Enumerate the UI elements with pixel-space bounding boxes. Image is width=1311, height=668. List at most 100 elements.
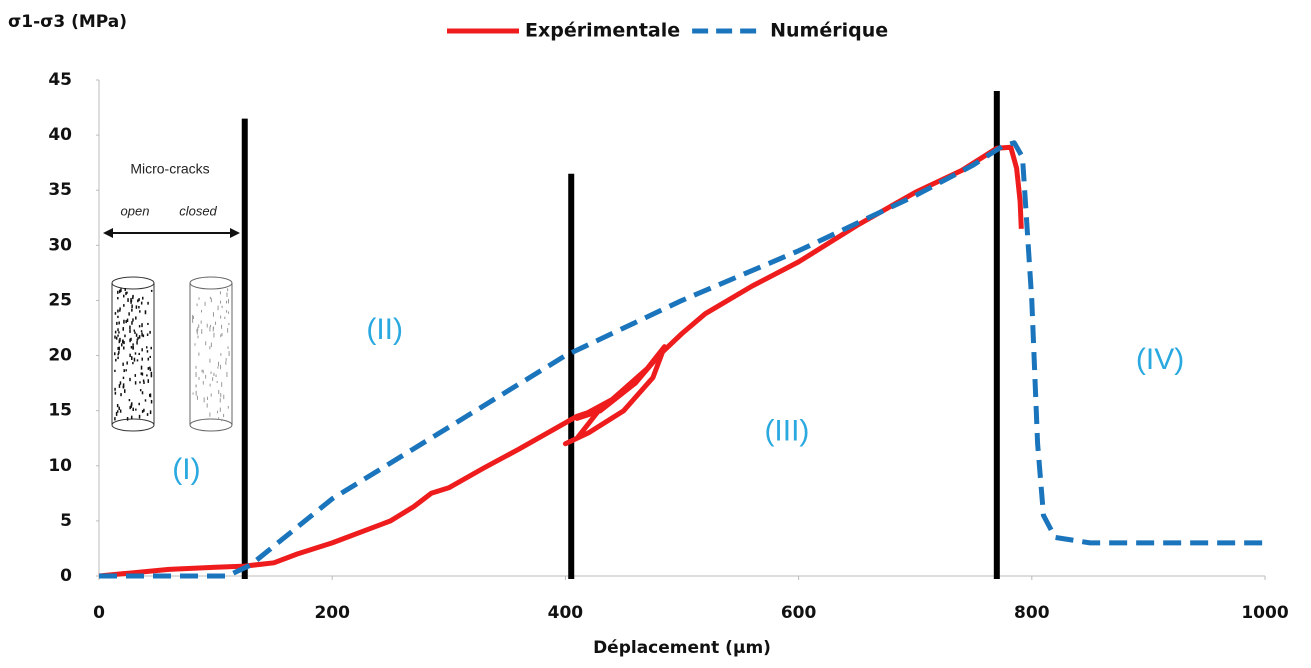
crack-dot (117, 356, 119, 360)
crack-dot (219, 291, 221, 295)
region-label: (II) (366, 313, 403, 346)
crack-dot (129, 338, 131, 343)
crack-dot (119, 337, 121, 342)
crack-dot (119, 381, 122, 385)
crack-dot (131, 356, 133, 360)
crack-dot (123, 369, 125, 373)
crack-dot (141, 391, 144, 395)
crack-dot (116, 321, 118, 325)
crack-dot (139, 381, 141, 384)
crack-dot (195, 390, 197, 396)
crack-dot (117, 334, 119, 337)
crack-dot (192, 316, 194, 319)
crack-dot (124, 334, 126, 338)
crack-dot (224, 316, 226, 320)
y-tick-label: 45 (48, 70, 72, 90)
y-tick-label: 0 (60, 566, 72, 586)
crack-dot (223, 413, 225, 418)
crack-dot (137, 336, 139, 340)
crack-dot (131, 308, 133, 312)
crack-dot (215, 374, 217, 378)
crack-dot (209, 412, 211, 417)
crack-dot (115, 358, 117, 362)
crack-dot (209, 326, 211, 332)
crack-dot (126, 318, 129, 323)
crack-dot (123, 346, 125, 350)
crack-dot (123, 341, 125, 345)
y-tick-label: 10 (48, 456, 72, 476)
crack-dot (120, 343, 123, 347)
crack-dot (227, 288, 229, 292)
crack-dot (202, 369, 204, 374)
crack-dot (138, 298, 140, 302)
crack-dot (215, 321, 217, 325)
crack-dot (140, 330, 143, 333)
crack-dot (122, 385, 125, 389)
crack-dot (225, 358, 227, 361)
crack-dot (114, 330, 117, 334)
crack-dot (147, 357, 150, 361)
crack-dot (218, 361, 220, 367)
crack-dot (138, 335, 141, 339)
x-tick-label: 400 (548, 603, 584, 623)
crack-dot (202, 380, 204, 385)
crack-dot (138, 305, 140, 309)
crack-dot (141, 357, 143, 361)
series-line (98, 144, 1024, 579)
crack-dot (115, 336, 118, 340)
crack-dot (144, 311, 147, 315)
crack-dot (116, 410, 119, 413)
crack-dot (210, 342, 212, 347)
crack-dot (137, 299, 139, 303)
crack-dot (146, 374, 148, 377)
crack-dot (210, 324, 212, 328)
crack-dot (225, 361, 227, 365)
crack-dot (123, 319, 125, 324)
crack-dot (130, 297, 132, 302)
crack-dot (220, 364, 222, 370)
crack-dot (192, 392, 194, 395)
crack-dot (210, 371, 212, 374)
crack-dot (212, 326, 214, 332)
crack-dot (118, 346, 120, 351)
crack-dot (149, 368, 152, 372)
crack-dot (119, 309, 121, 312)
crack-dot (212, 377, 214, 381)
crack-dot (129, 325, 131, 330)
crack-dot (227, 405, 229, 409)
y-tick-label: 5 (60, 511, 72, 531)
crack-dot (146, 350, 149, 353)
crack-dot (206, 323, 208, 328)
crack-dot (118, 384, 121, 388)
crack-dot (126, 361, 128, 365)
crack-dot (150, 346, 152, 350)
crack-dot (132, 346, 134, 350)
crack-dot (228, 311, 230, 314)
crack-dot (198, 324, 200, 328)
crack-dot (198, 297, 200, 300)
crack-dot (209, 346, 211, 350)
region-label: (IV) (1136, 343, 1184, 376)
crack-dot (149, 393, 152, 398)
series-line (99, 140, 1265, 579)
crack-dot (114, 417, 116, 421)
crack-dot (200, 320, 202, 324)
crack-dot (128, 312, 130, 316)
crack-dot (210, 393, 212, 397)
crack-dot (114, 387, 116, 391)
crack-dot (132, 294, 134, 298)
crack-dot (125, 369, 127, 372)
crack-dot (196, 303, 198, 307)
crack-dot (140, 301, 143, 305)
crack-dot (128, 399, 131, 402)
crack-dot (220, 353, 222, 356)
crack-dot (205, 341, 207, 346)
crack-dot (135, 316, 137, 320)
crack-dot (219, 407, 221, 412)
crack-dot (209, 296, 211, 300)
crack-dot (220, 315, 222, 319)
crack-dot (117, 309, 119, 313)
y-tick-label: 30 (48, 235, 72, 255)
crack-dot (132, 362, 134, 365)
